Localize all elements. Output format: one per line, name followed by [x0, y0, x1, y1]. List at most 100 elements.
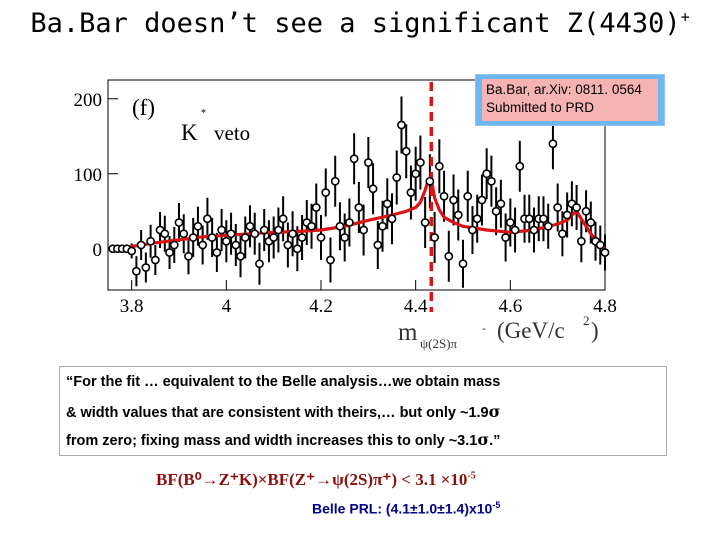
data-point: [505, 218, 515, 227]
x-tick-label: 4: [222, 296, 232, 317]
quote-line-1: “For the fit … equivalent to the Belle a…: [66, 374, 501, 390]
quote-line-3: from zero; fixing mass and width increas…: [66, 430, 500, 449]
data-point: [231, 240, 241, 250]
quote-line-3-text: from zero; fixing mass and width increas…: [66, 433, 478, 449]
data-point: [434, 161, 444, 171]
slide-title-superscript: +: [680, 8, 690, 26]
data-point: [576, 236, 586, 246]
data-point: [193, 221, 203, 231]
y-tick-label: 100: [74, 165, 103, 186]
quote-sigma-1: σ: [488, 402, 501, 421]
data-point: [245, 221, 255, 231]
data-point: [548, 139, 558, 149]
data-point: [283, 240, 293, 250]
data-point: [316, 233, 326, 242]
data-point: [160, 229, 170, 239]
x-tick-label: 3.8: [120, 296, 144, 317]
data-point: [595, 240, 605, 250]
data-point: [198, 240, 208, 250]
data-point: [491, 206, 501, 216]
data-point: [406, 188, 416, 197]
data-point: [458, 259, 468, 269]
data-points: [108, 120, 610, 276]
data-point: [382, 199, 392, 209]
data-point: [363, 158, 373, 167]
belle-prl-exponent: -5: [492, 500, 501, 510]
kstar-veto-label-veto: veto: [214, 121, 250, 145]
data-point: [321, 188, 331, 197]
data-point: [344, 218, 354, 227]
data-point: [392, 173, 402, 182]
panel-label: (f): [132, 95, 155, 120]
data-point: [415, 158, 425, 167]
y-tick-label: 0: [93, 240, 103, 261]
data-point: [269, 233, 279, 242]
data-point: [236, 251, 245, 261]
data-point: [221, 236, 231, 246]
data-point: [278, 214, 288, 224]
x-tick-label: 4.8: [593, 296, 617, 317]
branching-fraction-exponent: -5: [467, 470, 476, 482]
data-point: [226, 229, 236, 239]
data-point: [515, 161, 525, 171]
data-point: [240, 233, 250, 242]
data-point: [539, 214, 548, 224]
data-point: [510, 225, 520, 235]
data-point: [468, 225, 477, 235]
data-point: [558, 229, 567, 239]
data-point: [326, 255, 335, 265]
data-point: [184, 251, 193, 261]
data-point: [477, 195, 487, 205]
arxiv-reference-line2: Submitted to PRD: [486, 100, 595, 115]
data-point: [501, 233, 510, 242]
data-point: [401, 146, 411, 156]
data-point: [131, 266, 141, 276]
quote-sigma-2: σ: [477, 430, 490, 449]
branching-fraction-limit: BF(B⁰→Z⁺K)×BF(Z⁺→ψ(2S)π⁺) < 3.1 ×10-5: [156, 470, 476, 490]
data-point: [297, 233, 307, 242]
y-tick-label: 200: [74, 90, 103, 111]
data-point: [202, 214, 212, 224]
axis-ticks: 3.8 4 4.2 4.4 4.6 4.8 0 100 200: [74, 90, 617, 317]
data-point: [387, 214, 397, 224]
data-point: [373, 240, 383, 250]
data-point: [572, 203, 581, 212]
data-point: [482, 169, 492, 179]
data-point: [425, 176, 435, 186]
belle-prl-result: Belle PRL: (4.1±1.0±1.4)x10-5: [312, 500, 500, 517]
data-point: [444, 251, 454, 261]
data-point: [430, 233, 439, 242]
data-point: [453, 210, 463, 220]
data-point: [255, 259, 264, 269]
x-axis-label-subscript-sup: -: [482, 321, 486, 335]
data-point: [411, 169, 421, 179]
x-tick-label: 4.4: [404, 296, 428, 317]
data-point: [150, 255, 160, 265]
data-point: [146, 236, 155, 246]
x-tick-label: 4.2: [309, 296, 333, 317]
arxiv-reference-box: Ba.Bar, ar.Xiv: 0811. 0564 Submitted to …: [475, 74, 665, 126]
data-point: [368, 184, 378, 194]
data-point: [472, 214, 482, 224]
x-axis-label-units-sup: 2: [583, 313, 590, 328]
data-point: [292, 244, 302, 254]
kstar-veto-label-k: K: [181, 120, 198, 145]
branching-fraction-text: BF(B⁰→Z⁺K)×BF(Z⁺→ψ(2S)π⁺) < 3.1 ×10: [156, 470, 468, 489]
plot-frame: [107, 79, 606, 291]
x-axis-label-units-end: ): [591, 318, 599, 343]
data-point: [307, 221, 316, 231]
data-point: [217, 225, 226, 235]
data-point: [127, 246, 137, 256]
data-point: [581, 206, 591, 216]
data-point: [439, 191, 449, 201]
data-point: [524, 214, 534, 224]
data-point: [420, 218, 430, 227]
x-axis-label-subscript: ψ(2S)π: [420, 336, 458, 351]
x-axis-label-m: m: [398, 319, 418, 346]
data-point: [529, 225, 539, 235]
x-axis-label-units: (GeV/c: [497, 318, 565, 343]
data-point: [169, 240, 179, 250]
kstar-veto-label-star: *: [201, 108, 206, 119]
data-point: [288, 229, 297, 239]
